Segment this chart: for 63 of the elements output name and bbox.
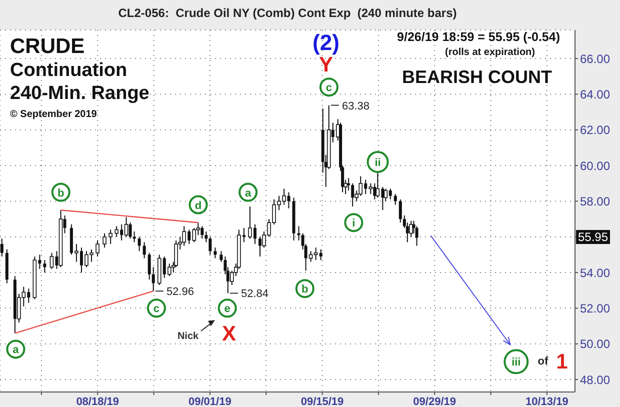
annotation: a xyxy=(244,187,252,200)
annotation: X xyxy=(222,322,236,346)
candlestick xyxy=(220,250,223,262)
y-tick-label: 66.00 xyxy=(580,52,610,66)
candlestick xyxy=(394,194,397,206)
candlestick xyxy=(148,252,151,280)
candlestick xyxy=(398,198,402,224)
candlestick xyxy=(43,260,46,274)
y-tick-label: 60.00 xyxy=(580,158,610,173)
annotation: b xyxy=(57,187,64,200)
candlestick xyxy=(214,247,217,259)
candlestick xyxy=(208,236,212,256)
annotation: 9/26/19 18:59 = 55.95 (-0.54) xyxy=(397,30,560,44)
y-tick-label: 48.00 xyxy=(580,372,610,387)
x-tick-label: 09/29/19 xyxy=(413,396,456,407)
y-tick-label: 62.00 xyxy=(580,123,610,138)
y-tick-label: 64.00 xyxy=(580,87,610,102)
annotation: 63.38 xyxy=(342,100,370,112)
annotation: Continuation xyxy=(10,60,128,81)
annotation: c xyxy=(153,303,160,316)
x-tick-label: 09/01/19 xyxy=(188,396,232,407)
candlestick xyxy=(319,248,322,261)
candlestick xyxy=(0,238,4,257)
annotation: i xyxy=(352,218,356,230)
annotation: ii xyxy=(374,156,381,169)
annotation: b xyxy=(302,284,309,296)
annotation: a xyxy=(12,344,20,356)
annotation: 1 xyxy=(556,350,568,374)
annotation: d xyxy=(194,200,202,212)
x-tick-label: 10/13/19 xyxy=(526,396,568,407)
candlestick xyxy=(138,236,141,252)
y-tick-label: 58.00 xyxy=(580,194,610,208)
candlestick xyxy=(50,252,54,270)
annotation: iii xyxy=(512,356,521,369)
chart-title: CL2-056: Crude Oil NY (Comb) Cont Exp (240 minute bars) xyxy=(117,6,458,20)
annotation: CRUDE xyxy=(10,35,85,58)
text: 55.95 xyxy=(576,230,610,244)
annotation: Nick xyxy=(177,331,199,342)
y-tick-label: 52.00 xyxy=(580,301,610,316)
x-tick-label: 09/15/19 xyxy=(300,396,344,407)
annotation: (rolls at expiration) xyxy=(444,47,535,58)
annotation: Y xyxy=(319,54,333,76)
annotation: BEARISH COUNT xyxy=(402,67,552,87)
annotation: (2) xyxy=(312,30,340,55)
annotation: 52.84 xyxy=(240,288,269,300)
candlestick xyxy=(128,222,132,240)
candlestick xyxy=(152,266,155,292)
annotation: 52.96 xyxy=(166,286,194,298)
candlestick xyxy=(204,231,208,243)
candlestick xyxy=(124,216,128,238)
annotation: © September 2019 xyxy=(10,109,97,120)
annotation: of xyxy=(538,356,548,368)
y-tick-label: 54.00 xyxy=(580,266,610,280)
annotation: 240-Min. Range xyxy=(10,83,150,104)
candlestick xyxy=(142,242,146,259)
y-tick-label: 50.00 xyxy=(580,337,610,352)
candlestick xyxy=(96,240,100,257)
x-tick-label: 08/18/19 xyxy=(76,396,120,407)
candlestick xyxy=(108,229,112,244)
candlestick xyxy=(351,182,354,208)
annotation: e xyxy=(224,303,230,316)
annotation: c xyxy=(326,82,332,94)
candlestick xyxy=(102,232,106,248)
